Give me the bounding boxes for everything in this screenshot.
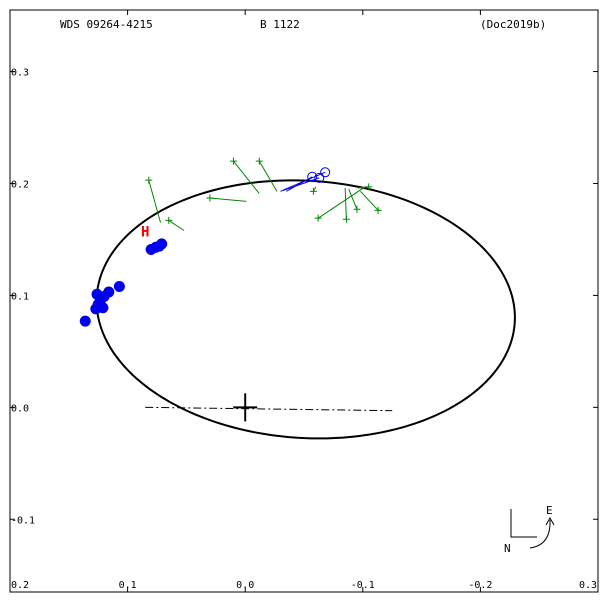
x-tick-label-3: -0.1 [351,580,375,591]
observation-plus-0 [145,176,153,184]
residual-line-1-1 [280,177,320,192]
plot-frame [9,9,599,593]
observation-plus-6 [314,214,322,222]
x-tick-label-1: 0.1 [119,580,137,591]
orbit [95,179,516,440]
x-tick-label-0: 0.2 [11,580,29,591]
residual-line-2-8 [348,188,358,210]
residual-line-2-0 [148,179,162,223]
compass-north-label: N [504,542,511,555]
residual-line-2-7 [344,187,347,220]
y-tick-label-2: 0.1 [11,291,29,302]
y-tick-label-4: -0.1 [11,515,35,526]
compass-east-label: E [546,504,553,517]
compass-axes [510,509,537,538]
observation-filled-13 [153,240,165,252]
observation-filled-0 [79,315,91,327]
observation-open-2 [320,167,331,178]
observation-plus-7 [342,215,350,223]
x-tick-label-2: 0.0 [236,580,254,591]
observation-plus-8 [353,205,361,213]
observation-points [79,157,382,327]
observation-plus-5 [309,187,317,195]
header-discoverer: B 1122 [260,18,300,31]
residual-line-2-2 [209,197,247,202]
residual-lines [148,160,379,231]
compass-rotation-arrow [529,519,551,549]
residual-line-1-2 [282,171,326,191]
observation-plus-4 [255,157,263,165]
observation-open-1 [314,172,325,183]
observation-plus-2 [206,194,214,202]
observation-plus-1 [165,216,173,224]
observation-open-0 [307,171,318,182]
header-reference: (Doc2019b) [480,18,546,31]
compass: E N [504,504,555,555]
x-tick-label-4: -0.2 [468,580,492,591]
observation-filled-9 [113,280,125,292]
axis-tick-labels: 0.3 0.2 0.1 0.0 -0.1 0.2 0.1 0.0 -0.1 -0.2 0.3 [11,68,597,591]
compass-arrow-head [545,516,555,526]
observation-plus-9 [374,206,382,214]
observation-plus-3 [229,157,237,165]
y-tick-label-3: 0.0 [11,403,29,414]
orbit-ellipse [95,179,516,440]
y-tick-label-0: 0.3 [11,68,29,79]
observation-filled-7 [97,302,109,314]
observation-plus-10 [365,183,373,191]
residual-line-2-4 [258,160,278,192]
y-tick-label-1: 0.2 [11,179,29,190]
header-star-id: WDS 09264-4215 [60,18,153,31]
residual-line-2-3 [233,160,260,194]
residual-line-2-1 [168,219,185,231]
axis-ticks [9,10,599,592]
residual-line-2-9 [360,190,379,211]
observation-filled-8 [103,286,115,298]
line-of-nodes [145,406,393,412]
x-tick-label-5: 0.3 [579,580,597,591]
periastron-marker: H [141,225,149,241]
residual-line-2-6 [317,186,366,219]
